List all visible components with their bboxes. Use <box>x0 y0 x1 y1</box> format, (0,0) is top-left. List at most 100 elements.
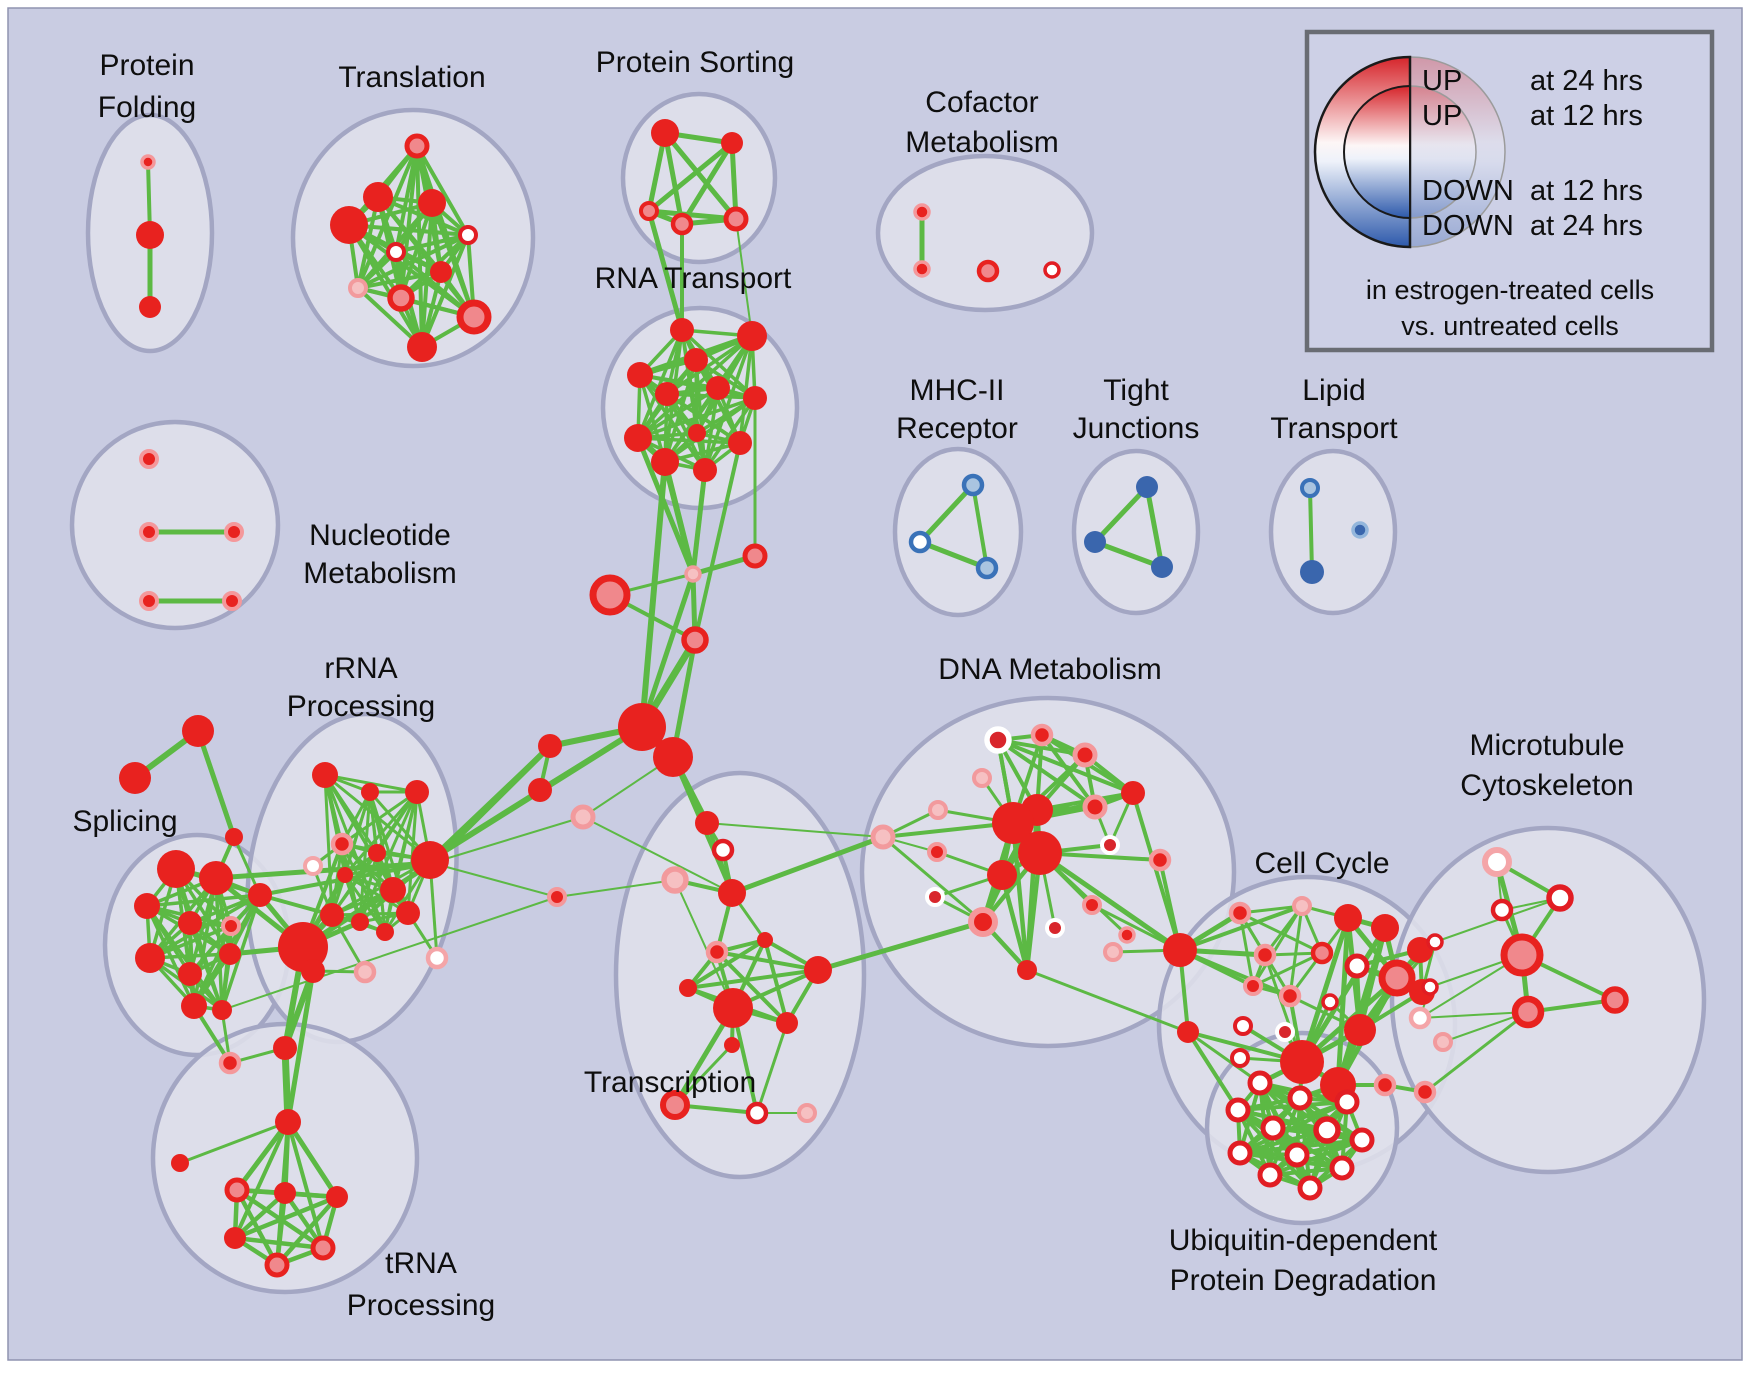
edge-tl5-tl6 <box>394 233 470 254</box>
node-sp3 <box>134 893 160 919</box>
edge-ps5-rt2 <box>735 218 753 337</box>
cluster-lipid-transport <box>1268 448 1398 616</box>
edge-ccu3-mc5 <box>1423 1010 1530 1094</box>
node-lt2 <box>1300 560 1324 584</box>
node-hub1 <box>684 565 702 583</box>
edge-st1-st3 <box>195 728 237 840</box>
node-hub3 <box>589 574 631 616</box>
node-tx1 <box>695 811 719 835</box>
edge-tj1-tj3 <box>1144 484 1165 570</box>
node-tj3 <box>1151 556 1173 578</box>
edge-tl7-tl8 <box>356 270 443 290</box>
node-rr14 <box>425 946 449 970</box>
legend-inner-left-half <box>1343 84 1411 220</box>
node-cc6 <box>1253 943 1277 967</box>
node-rr8 <box>411 841 449 879</box>
node-ub10 <box>1329 1155 1355 1181</box>
node-st1 <box>182 715 214 747</box>
node-th1 <box>224 1177 250 1203</box>
node-nm1 <box>139 449 159 469</box>
node-cc8 <box>1344 953 1370 979</box>
node-tj1 <box>1136 476 1158 498</box>
edge-br2-sp11 <box>221 896 558 1011</box>
node-ccm2 <box>1421 978 1439 996</box>
node-tx13 <box>745 1101 769 1125</box>
legend-footer-line: vs. untreated cells <box>1401 311 1619 341</box>
cluster-mhc-ii-receptor <box>892 446 1024 618</box>
node-rr2 <box>361 783 379 801</box>
edge-tx4-cnx1 <box>729 834 886 896</box>
edge-tj2-tj3 <box>1092 539 1165 570</box>
node-ub7 <box>1349 1127 1375 1153</box>
edge-tx5-tx10 <box>763 938 789 1025</box>
node-th5 <box>310 1235 336 1261</box>
node-dn20 <box>1118 926 1136 944</box>
legend: UP at 24 hrs UP at 12 hrs DOWN at 12 hrs… <box>1304 29 1715 353</box>
node-mc5 <box>1511 995 1545 1029</box>
node-sp2 <box>199 861 233 895</box>
node-rr11 <box>351 913 369 931</box>
node-tl2 <box>363 182 393 212</box>
node-tx2 <box>711 838 735 862</box>
cluster-label-rrna-processing: rRNA <box>324 652 397 685</box>
edge-trH-th4 <box>233 1120 290 1240</box>
node-tx9 <box>713 988 753 1028</box>
cluster-label-transcription: Transcription <box>584 1066 756 1099</box>
node-dn23 <box>1177 1021 1199 1043</box>
legend-row-dir: UP <box>1422 100 1462 132</box>
legend-row-time: at 12 hrs <box>1530 100 1643 132</box>
edge-dn23-ub4 <box>1186 1030 1240 1112</box>
edge-tl4-tl11 <box>347 223 424 349</box>
edge-ps2-ps3 <box>646 140 735 214</box>
edge-trH-th3 <box>285 1119 340 1200</box>
node-rr10 <box>320 903 344 927</box>
node-cm3 <box>976 259 1000 283</box>
node-lt1 <box>1300 478 1320 498</box>
node-hubB <box>653 737 693 777</box>
cluster-label-dna-metabolism: DNA Metabolism <box>938 653 1161 686</box>
node-sp9 <box>219 943 241 965</box>
node-rt11 <box>651 448 679 476</box>
cluster-label-lipid-transport: Transport <box>1270 412 1398 445</box>
node-sp6 <box>248 883 272 907</box>
cluster-label-translation: Translation <box>338 61 485 94</box>
node-dn18 <box>1045 918 1065 938</box>
edge-rt7-rt12 <box>703 396 757 472</box>
edge-cc1-cc11 <box>1238 911 1255 988</box>
node-ub9 <box>1284 1142 1310 1168</box>
edge-tj1-tj2 <box>1092 484 1150 545</box>
edge-tx7-dn16 <box>815 919 986 973</box>
node-tx6 <box>705 940 729 964</box>
node-mc4 <box>1500 933 1544 977</box>
edge-br1-br5 <box>431 816 584 864</box>
edge-dn10-dn21 <box>1037 850 1183 953</box>
node-cc15 <box>1275 1022 1295 1042</box>
node-rr15 <box>353 960 377 984</box>
node-rt4 <box>627 362 653 388</box>
edge-tl2-tl8 <box>356 195 380 290</box>
edge-cnx1-dn16 <box>881 835 985 924</box>
node-pf3 <box>139 296 161 318</box>
cluster-label-nucleotide-metabolism: Nucleotide <box>309 519 451 552</box>
edge-rt1-rt9 <box>636 328 684 440</box>
node-trI <box>171 1154 189 1172</box>
node-sp10 <box>181 993 207 1019</box>
node-ub5 <box>1260 1115 1286 1141</box>
edge-tl1-tl8 <box>356 144 419 290</box>
legend-row-time: at 12 hrs <box>1530 175 1643 207</box>
edge-dn21-cc12 <box>1178 948 1292 998</box>
edge-mh1-mh3 <box>971 483 989 570</box>
node-rr16 <box>301 959 325 983</box>
node-tl10 <box>456 299 492 335</box>
edge-dn11-dn22 <box>999 872 1030 973</box>
edge-rt11-hubA <box>639 459 668 730</box>
edge-rt12-hub1 <box>690 467 708 577</box>
edge-ps3-rt1 <box>646 208 685 333</box>
node-dn22 <box>1017 960 1037 980</box>
edge-dn1-dn7 <box>996 738 1097 809</box>
node-cc1 <box>1228 901 1252 925</box>
cluster-label-cofactor-metabolism: Metabolism <box>905 126 1058 159</box>
cluster-label-mhc-ii-receptor: Receptor <box>896 412 1018 445</box>
cluster-label-cell-cycle: Cell Cycle <box>1254 847 1389 880</box>
node-pf2 <box>136 221 164 249</box>
